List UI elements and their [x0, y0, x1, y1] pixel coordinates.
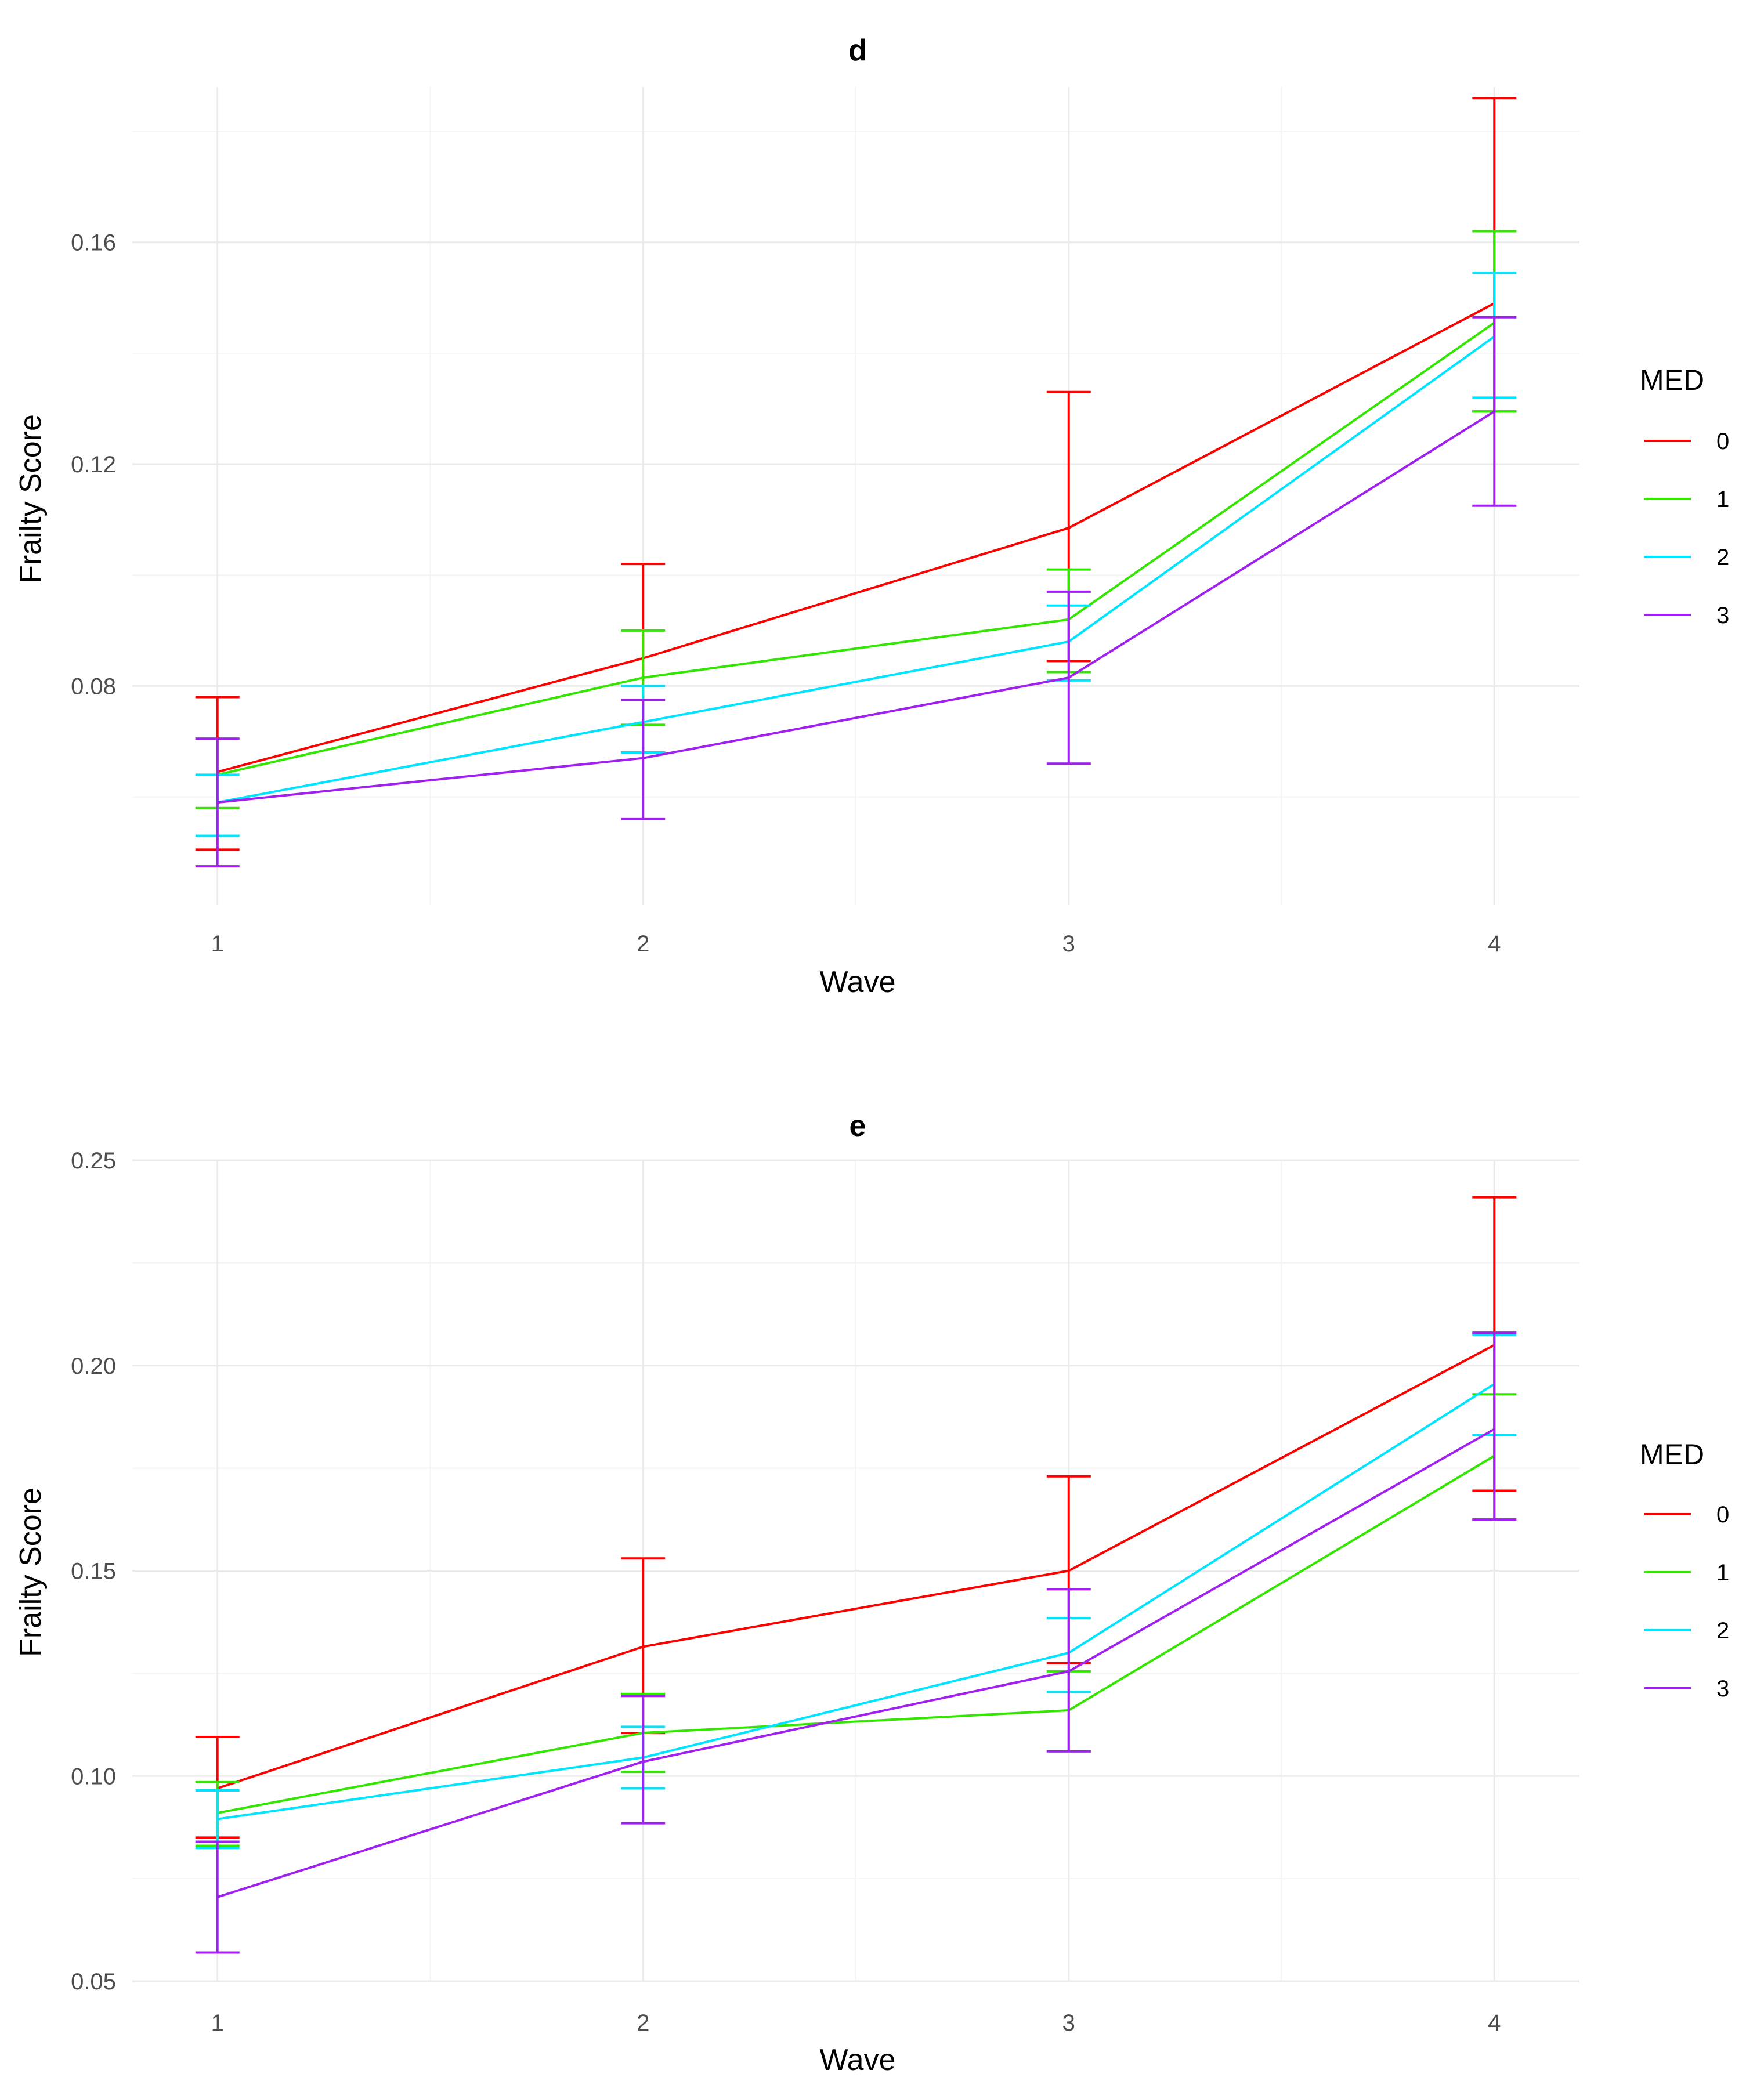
series-line: [217, 1344, 1495, 1790]
gridlines: [132, 1159, 1579, 1982]
y-axis-ticks: 0.05 0.10 0.15 0.20 0.25: [71, 1148, 116, 1995]
x-tick-label: 2: [637, 931, 649, 957]
error-bar: [621, 699, 666, 820]
legend-label: 3: [1716, 603, 1729, 628]
series-3: [195, 316, 1517, 868]
x-axis-ticks: 1 2 3 4: [211, 931, 1501, 957]
legend-item: 3: [1644, 1676, 1729, 1702]
y-tick-label: 0.10: [71, 1764, 116, 1789]
chart-e: e 0.05 0.10 0.15 0.20 0.25 1 2 3 4 Wave Frailty…: [14, 1109, 1729, 2077]
chart-title: d: [848, 34, 867, 67]
y-tick-label: 0.05: [71, 1969, 116, 1995]
x-tick-label: 2: [637, 2010, 649, 2036]
series-layer: [195, 1196, 1517, 1954]
legend-label: 0: [1716, 1502, 1729, 1528]
x-tick-label: 3: [1062, 931, 1075, 957]
y-tick-label: 0.25: [71, 1148, 116, 1174]
legend-title: MED: [1640, 1438, 1704, 1471]
x-tick-label: 4: [1488, 2010, 1501, 2036]
y-axis-title: Frailty Score: [14, 414, 48, 584]
y-axis-ticks: 0.08 0.12 0.16: [71, 230, 116, 700]
series-layer: [195, 97, 1517, 868]
legend-item: 1: [1644, 1560, 1729, 1586]
y-tick-label: 0.16: [71, 230, 116, 256]
series-line: [217, 410, 1495, 804]
legend-item: 0: [1644, 1502, 1729, 1528]
series-line: [217, 302, 1495, 773]
y-tick-label: 0.12: [71, 452, 116, 477]
legend-label: 2: [1716, 1618, 1729, 1644]
legend-label: 0: [1716, 429, 1729, 454]
chart-d: d 0.08 0.12 0.16 1 2 3 4 Wave Frailty Score M…: [14, 34, 1729, 999]
series-line: [217, 321, 1495, 776]
x-axis-title: Wave: [820, 2043, 896, 2077]
legend-items: 0 1 2 3: [1644, 429, 1729, 628]
legend-item: 2: [1644, 545, 1729, 570]
series-line: [217, 1383, 1495, 1821]
y-tick-label: 0.20: [71, 1354, 116, 1379]
x-tick-label: 4: [1488, 931, 1501, 957]
legend: MED 0 1 2 3: [1640, 364, 1729, 628]
legend: MED 0 1 2 3: [1640, 1438, 1729, 1702]
legend-title: MED: [1640, 364, 1704, 396]
legend-label: 3: [1716, 1676, 1729, 1702]
series-3: [195, 1331, 1517, 1954]
legend-items: 0 1 2 3: [1644, 1502, 1729, 1702]
y-axis-title: Frailty Score: [14, 1488, 48, 1657]
legend-label: 1: [1716, 1560, 1729, 1586]
y-tick-label: 0.15: [71, 1559, 116, 1584]
legend-item: 3: [1644, 603, 1729, 628]
gridlines: [132, 87, 1579, 905]
legend-item: 1: [1644, 487, 1729, 512]
x-tick-label: 1: [211, 931, 224, 957]
error-bar: [1472, 1331, 1517, 1521]
chart-title: e: [850, 1109, 866, 1143]
legend-label: 1: [1716, 487, 1729, 512]
legend-label: 2: [1716, 545, 1729, 570]
x-axis-title: Wave: [820, 965, 896, 999]
series-line: [217, 1454, 1495, 1814]
y-tick-label: 0.08: [71, 674, 116, 699]
series-line: [217, 1428, 1495, 1898]
legend-item: 2: [1644, 1618, 1729, 1644]
error-bar: [621, 1695, 666, 1825]
error-bar: [195, 1789, 240, 1850]
x-tick-label: 1: [211, 2010, 224, 2036]
legend-item: 0: [1644, 429, 1729, 454]
x-axis-ticks: 1 2 3 4: [211, 2010, 1501, 2036]
series-line: [217, 335, 1495, 804]
x-tick-label: 3: [1062, 2010, 1075, 2036]
